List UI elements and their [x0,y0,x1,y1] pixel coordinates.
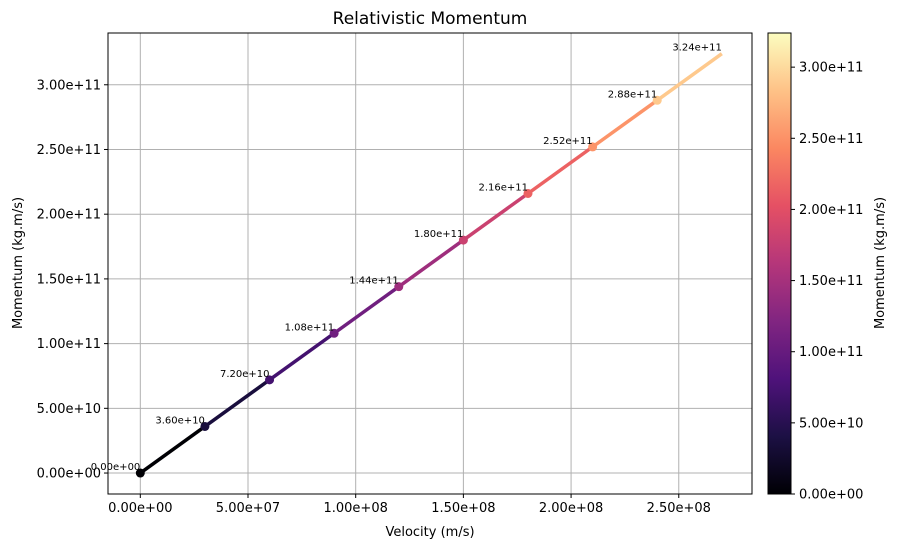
colorbar-tick-label: 3.00e+11 [799,61,863,76]
y-axis: 0.00e+00 5.00e+10 1.00e+11 1.50e+11 2.00e+11… [37,78,108,482]
x-tick-label: 1.50e+08 [431,501,495,516]
series-line-segment [462,192,530,242]
data-label: 1.44e+11 [349,276,399,287]
data-label: 7.20e+10 [220,369,270,380]
series-line-segment [203,378,271,428]
chart-title: Relativistic Momentum [333,9,528,29]
y-tick-label: 0.00e+00 [37,467,101,482]
data-point [588,142,598,152]
data-label: 2.88e+11 [608,89,658,100]
data-point [329,328,339,338]
data-point [458,235,468,245]
series-line-segment [139,425,206,475]
data-point [135,468,145,478]
x-tick-label: 2.00e+08 [539,501,603,516]
data-label: 1.08e+11 [285,322,335,333]
data-point [394,282,404,292]
data-label: 3.60e+10 [155,415,205,426]
series-line-segment [333,285,400,335]
colorbar-label: Momentum (kg.m/s) [873,197,888,329]
y-tick-label: 1.00e+11 [37,337,101,352]
series-line-segment [591,98,659,149]
data-point [265,375,275,385]
colorbar-tick-label: 1.50e+11 [799,274,863,289]
series-line-segment [656,52,723,102]
y-tick-label: 2.50e+11 [37,143,101,158]
x-tick-label: 0.00e+00 [108,501,172,516]
y-tick-label: 2.00e+11 [37,208,101,223]
colorbar [767,32,792,495]
colorbar-tick-label: 5.00e+10 [799,416,863,431]
colorbar-axis: 0.00e+00 5.00e+10 1.00e+11 1.50e+11 2.00e+11… [791,61,863,503]
data-label: 2.52e+11 [543,136,593,147]
x-tick-label: 5.00e+07 [216,501,280,516]
data-points [135,95,662,478]
colorbar-tick-label: 0.00e+00 [799,488,863,503]
colorbar-tick-label: 2.50e+11 [799,132,863,147]
x-axis: 0.00e+00 5.00e+07 1.00e+08 1.50e+08 2.00e+08… [108,494,711,516]
data-point [652,95,662,105]
plot-frame [107,32,753,495]
y-tick-label: 3.00e+11 [37,78,101,93]
y-tick-label: 1.50e+11 [37,272,101,287]
x-tick-label: 1.00e+08 [323,501,387,516]
colorbar-tick-label: 1.00e+11 [799,345,863,360]
series-line-segment [397,238,465,289]
grid-lines [108,33,752,494]
y-axis-label: Momentum (kg.m/s) [11,197,26,329]
data-label: 0.00e+00 [91,462,141,473]
series-line-segment [268,331,336,382]
x-tick-label: 2.50e+08 [647,501,711,516]
colorbar-tick-label: 2.00e+11 [799,203,863,218]
data-labels: 0.00e+00 3.60e+10 7.20e+10 1.08e+11 1.44e+11… [91,43,722,473]
data-point [523,188,533,198]
data-label: 1.80e+11 [414,229,464,240]
data-label: 3.24e+11 [672,43,722,54]
data-lines [139,52,723,475]
data-label: 2.16e+11 [478,182,528,193]
series-line-segment [526,145,594,195]
data-point [200,421,210,431]
y-tick-label: 5.00e+10 [37,402,101,417]
x-axis-label: Velocity (m/s) [385,525,474,540]
